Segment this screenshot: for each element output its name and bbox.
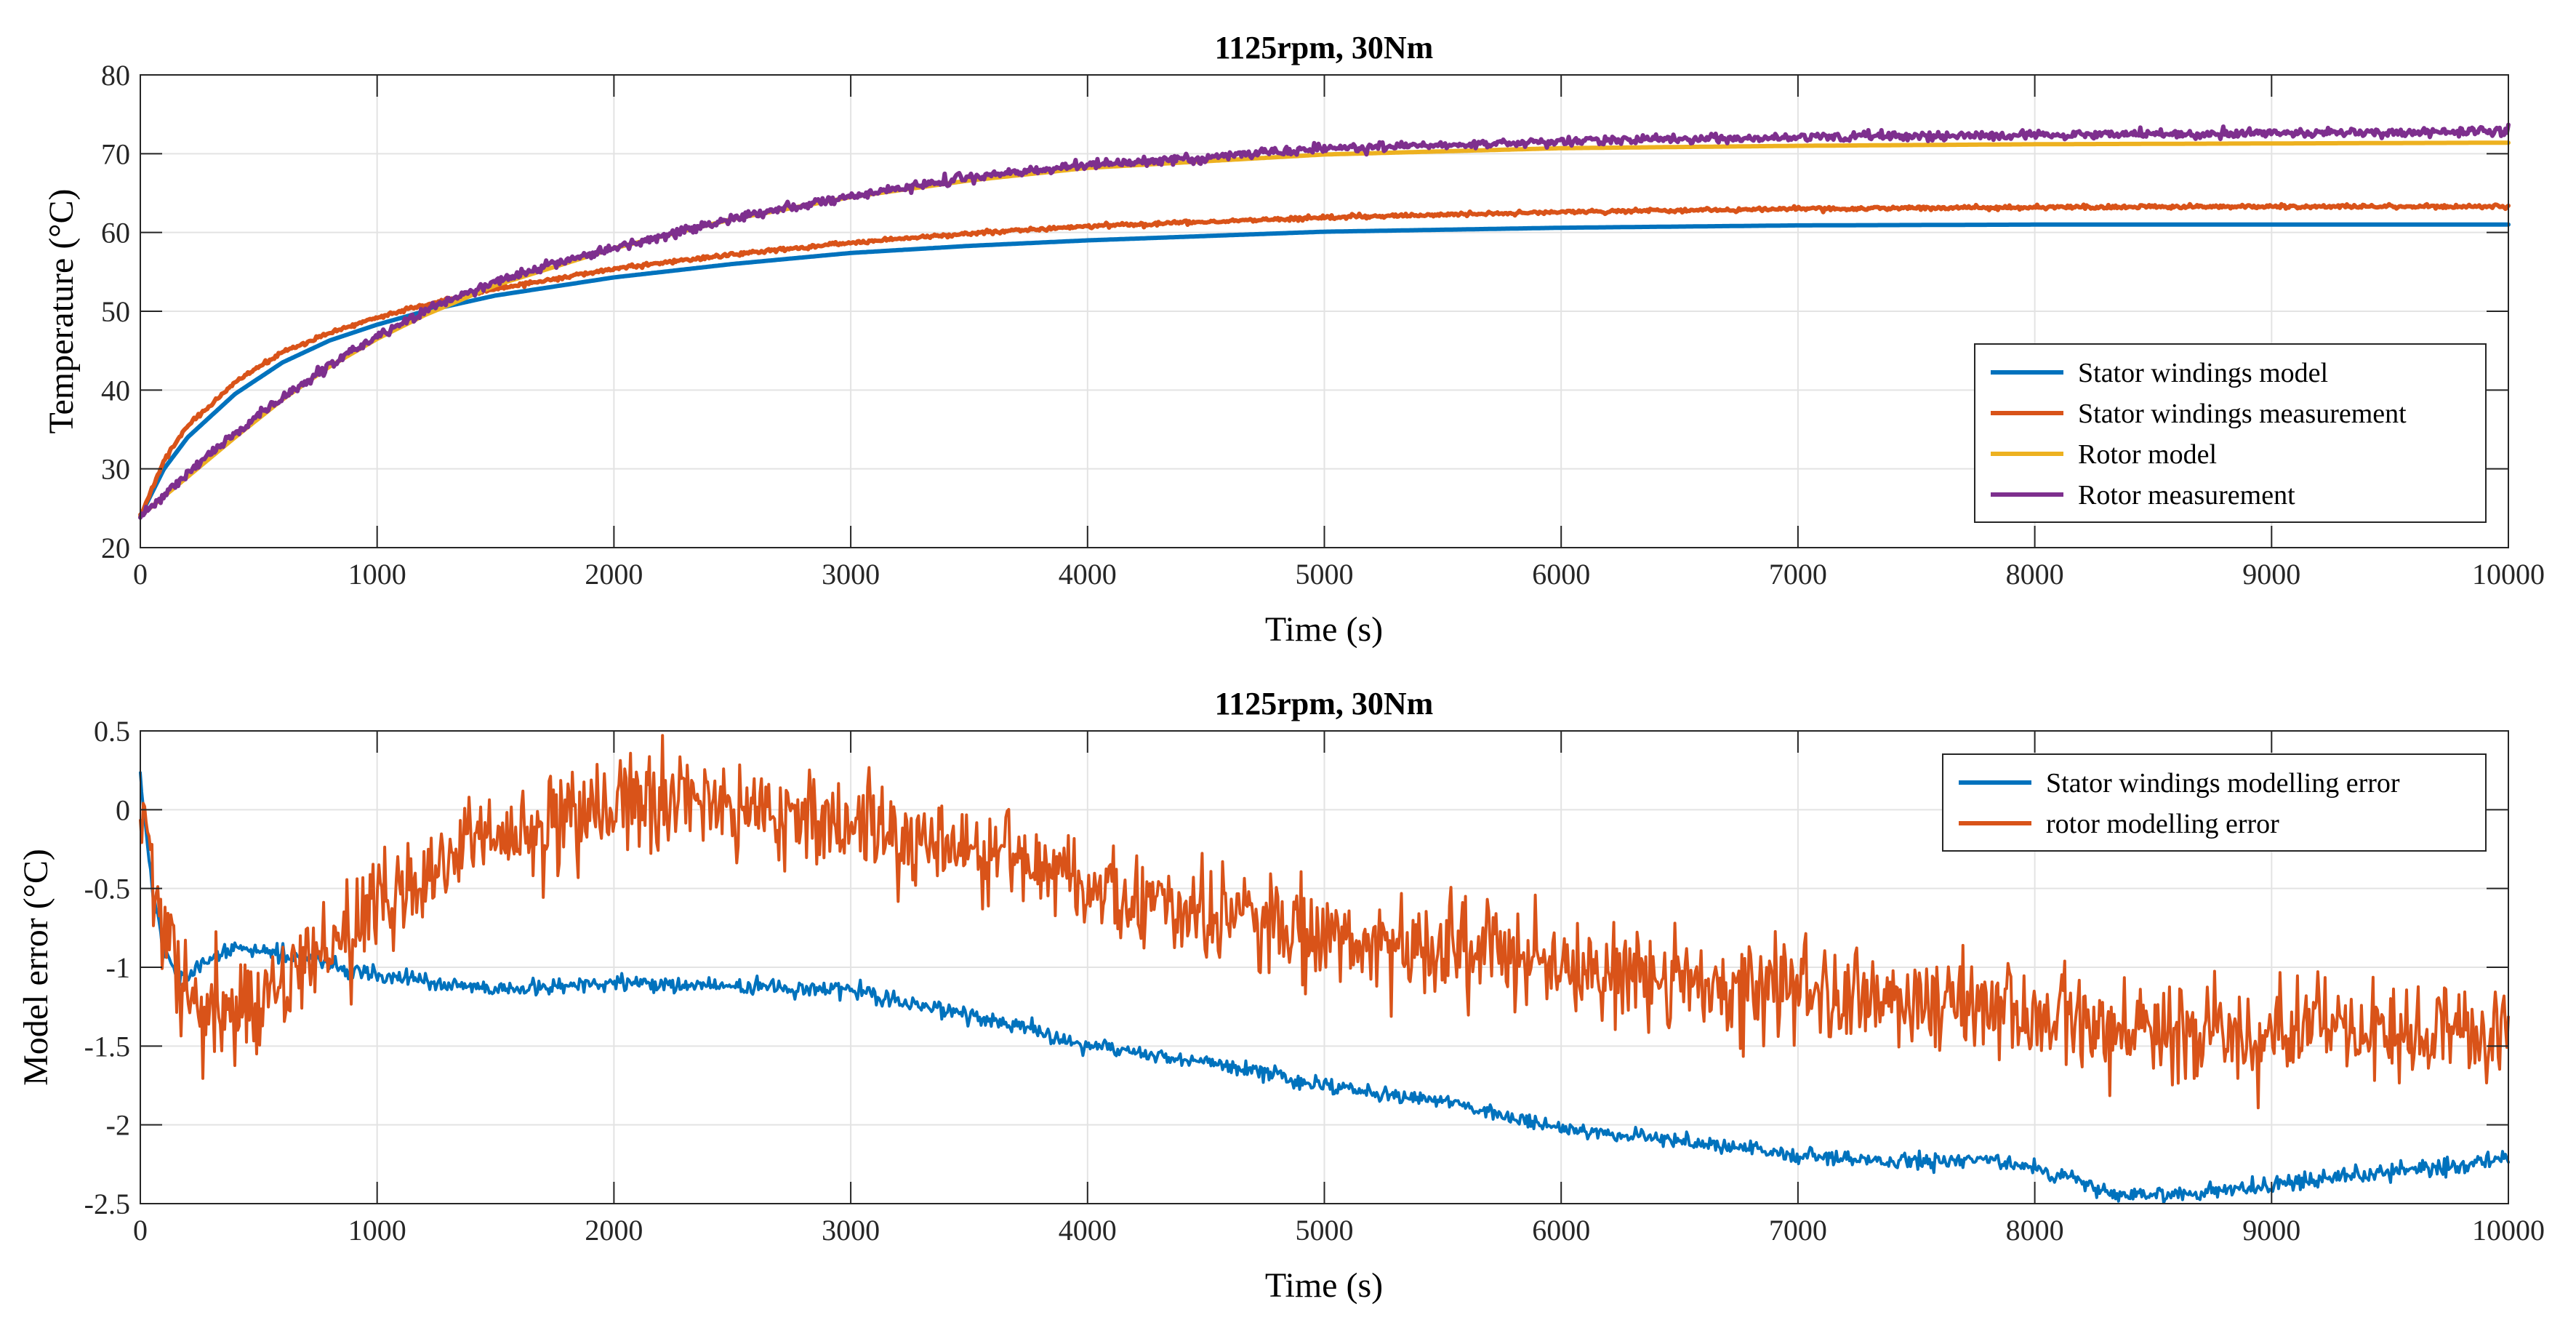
x-tick-label: 4000 <box>1059 558 1117 591</box>
x-tick-label: 8000 <box>2006 1214 2064 1247</box>
model-error-ticks: 0 1000 2000 3000 4000 5000 6000 7000 8000 9000 100… <box>84 715 2545 1247</box>
temperature-y-axis-label: Temperature (°C) <box>42 188 81 433</box>
temperature-series <box>138 122 2511 520</box>
x-tick-label: 1000 <box>348 1214 406 1247</box>
x-tick-label: 0 <box>133 558 148 591</box>
legend-label-stator-error: Stator windings modelling error <box>2046 768 2400 799</box>
model-error-chart: 0 1000 2000 3000 4000 5000 6000 7000 8000 9000 100… <box>17 686 2545 1305</box>
y-tick-label: 50 <box>101 295 130 328</box>
y-tick-label: 0.5 <box>94 715 130 748</box>
series-line-stator-windings-modelling-error <box>139 771 2510 1204</box>
x-tick-label: 2000 <box>585 1214 643 1247</box>
legend-label-stator-measurement: Stator windings measurement <box>2078 399 2407 429</box>
y-tick-label: 40 <box>101 374 130 407</box>
x-tick-label: 7000 <box>1769 1214 1827 1247</box>
x-tick-label: 6000 <box>1532 1214 1590 1247</box>
temperature-x-axis-label: Time (s) <box>1265 610 1383 649</box>
x-tick-label: 7000 <box>1769 558 1827 591</box>
x-tick-label: 6000 <box>1532 558 1590 591</box>
temperature-chart: 0 1000 2000 3000 4000 5000 6000 7000 8000 9000 100… <box>42 30 2545 649</box>
model-error-chart-title: 1125rpm, 30Nm <box>1215 686 1434 721</box>
x-tick-label: 9000 <box>2242 1214 2300 1247</box>
x-tick-label: 1000 <box>348 558 406 591</box>
x-tick-label: 9000 <box>2242 558 2300 591</box>
x-tick-label: 3000 <box>822 1214 880 1247</box>
legend-label-stator-model: Stator windings model <box>2078 358 2328 388</box>
series-line-stator-windings-measurement <box>138 201 2511 517</box>
x-tick-label: 2000 <box>585 558 643 591</box>
y-tick-label: -1 <box>106 951 130 984</box>
series-line-rotor-modelling-error <box>139 734 2510 1110</box>
model-error-x-axis-label: Time (s) <box>1265 1266 1383 1305</box>
x-tick-label: 5000 <box>1296 1214 1354 1247</box>
x-tick-label: 10000 <box>2472 558 2545 591</box>
y-tick-label: -2 <box>106 1109 130 1142</box>
y-tick-label: 80 <box>101 59 130 92</box>
y-tick-label: 20 <box>101 532 130 564</box>
x-tick-label: 0 <box>133 1214 148 1247</box>
y-tick-label: -0.5 <box>84 873 130 905</box>
series-line-rotor-model <box>138 140 2511 519</box>
y-tick-label: 60 <box>101 217 130 249</box>
series-line-stator-windings-model <box>138 222 2511 519</box>
y-tick-label: 70 <box>101 137 130 170</box>
x-tick-label: 3000 <box>822 558 880 591</box>
model-error-y-axis-label: Model error (°C) <box>17 849 55 1086</box>
series-line-rotor-measurement <box>138 122 2511 520</box>
legend-label-rotor-error: rotor modelling error <box>2046 809 2279 839</box>
y-tick-label: -2.5 <box>84 1188 130 1220</box>
y-tick-label: 0 <box>116 793 130 826</box>
x-tick-label: 5000 <box>1296 558 1354 591</box>
x-tick-label: 8000 <box>2006 558 2064 591</box>
model-error-legend-box <box>1942 753 2487 852</box>
legend-label-rotor-measurement: Rotor measurement <box>2078 480 2295 511</box>
temperature-chart-title: 1125rpm, 30Nm <box>1215 30 1434 65</box>
x-tick-label: 10000 <box>2472 1214 2545 1247</box>
y-tick-label: 30 <box>101 453 130 486</box>
temperature-ticks: 0 1000 2000 3000 4000 5000 6000 7000 8000 9000 100… <box>101 59 2545 591</box>
model-error-series <box>139 734 2510 1204</box>
y-tick-label: -1.5 <box>84 1030 130 1063</box>
temperature-legend: Stator windings model Stator windings me… <box>1974 343 2487 523</box>
model-error-legend: Stator windings modelling error rotor mo… <box>1942 753 2487 852</box>
legend-label-rotor-model: Rotor model <box>2078 439 2217 470</box>
x-tick-label: 4000 <box>1059 1214 1117 1247</box>
